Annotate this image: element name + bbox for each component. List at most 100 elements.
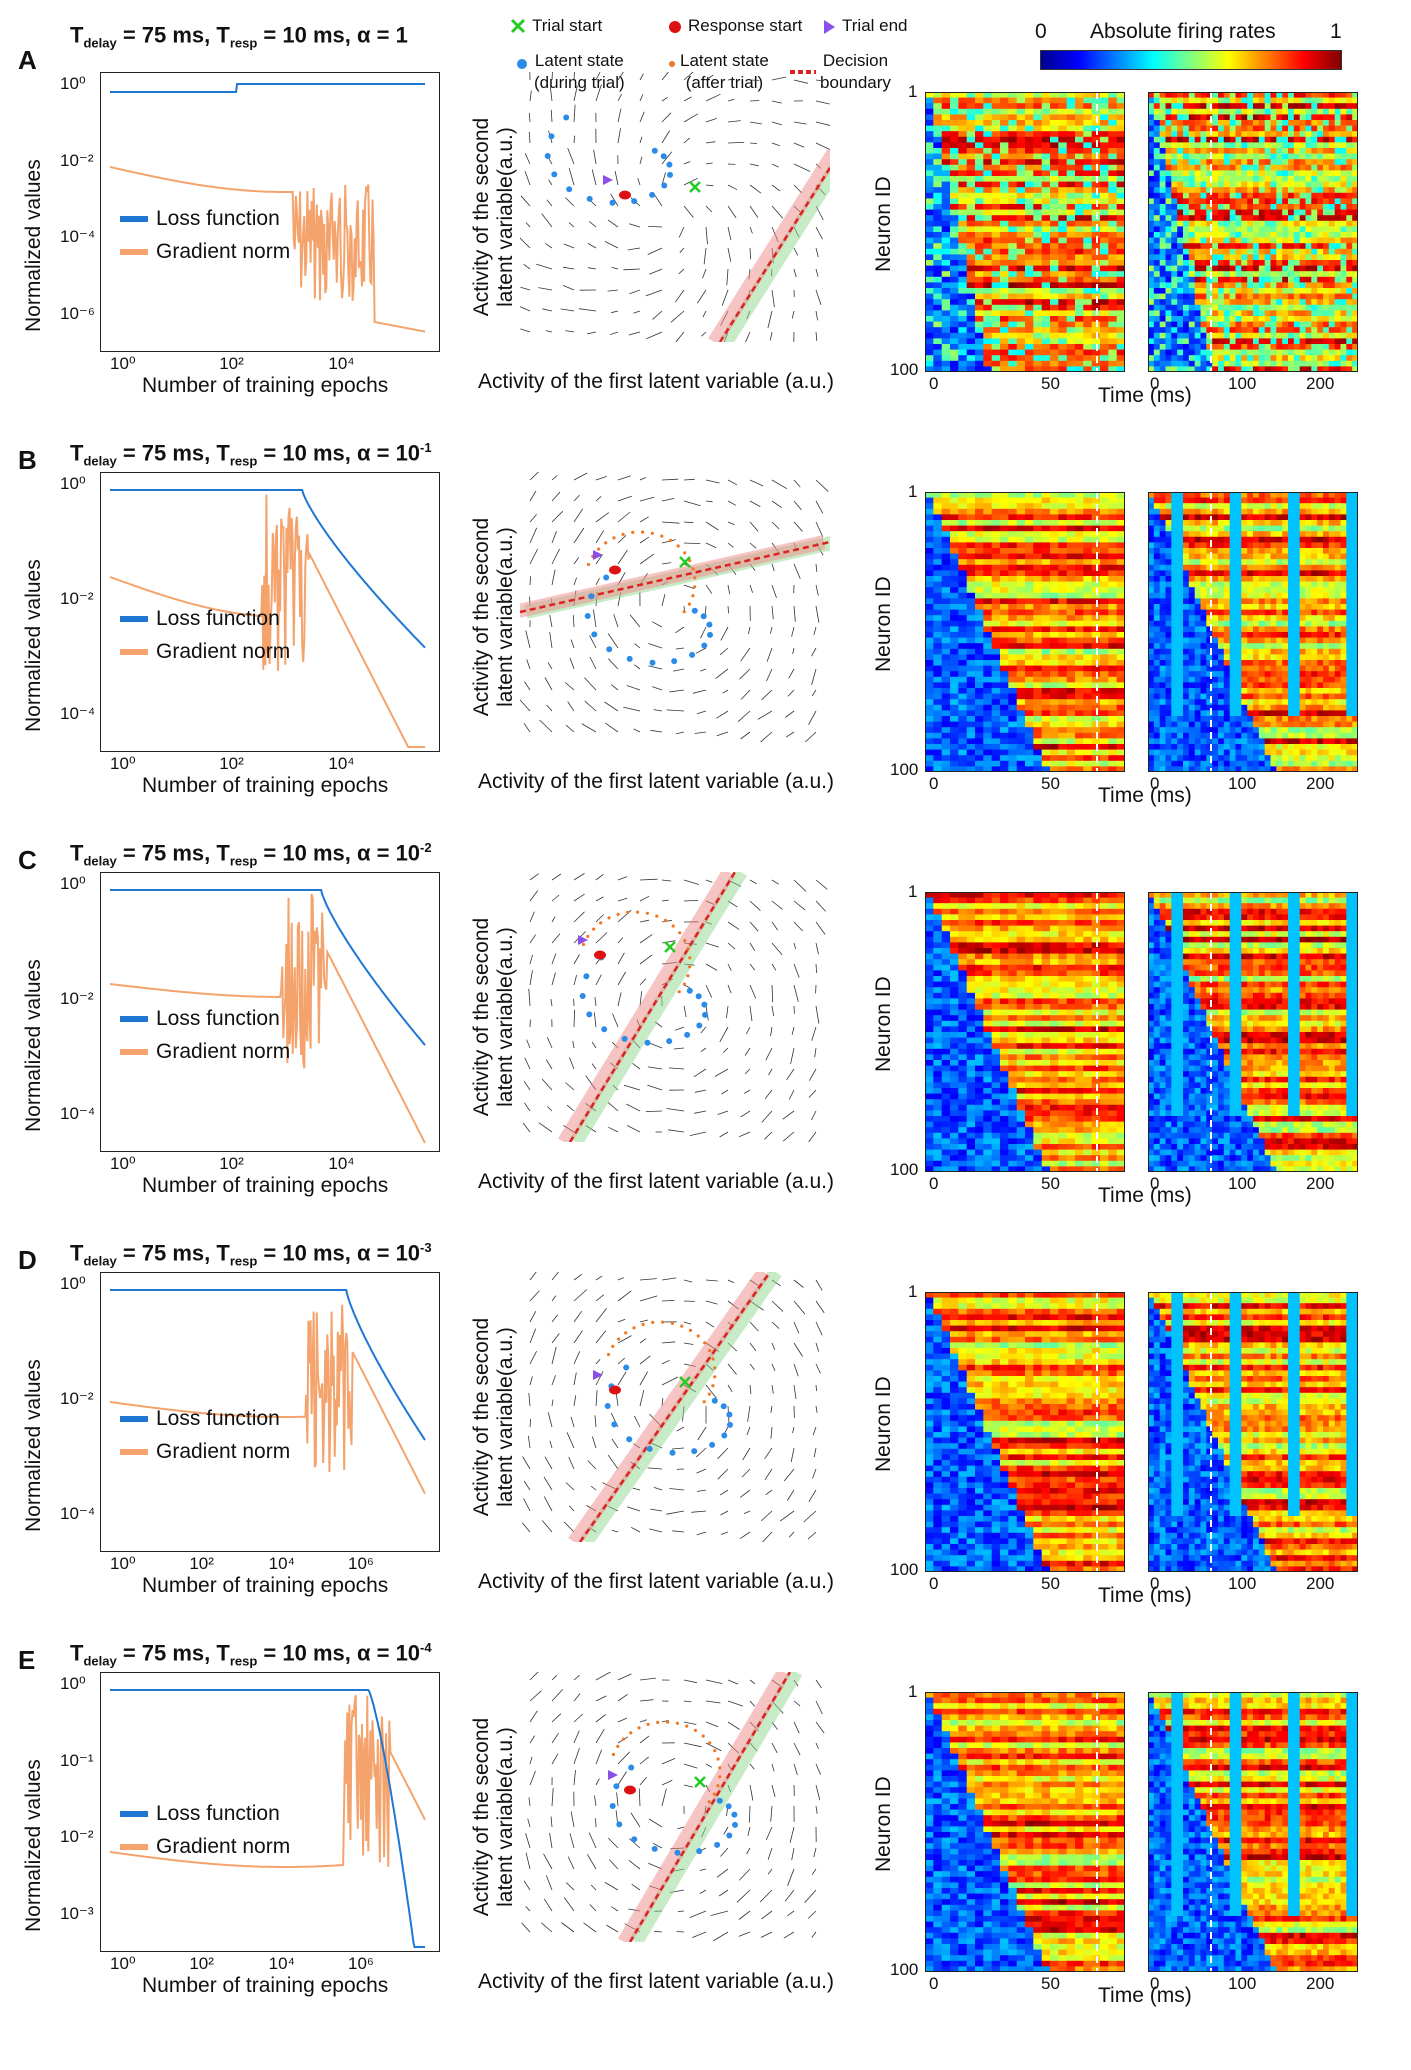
heatmap-cell: [1165, 159, 1172, 166]
heatmap-cell: [1188, 204, 1196, 211]
heatmap-cell: [1352, 226, 1358, 233]
heatmap-cell: [1218, 525, 1225, 532]
heatmap-cell: [1008, 716, 1018, 723]
heatmap-cell: [1264, 310, 1272, 317]
heatmap-cell: [1075, 232, 1084, 239]
heatmap-cell: [991, 215, 1001, 222]
heatmap-cell: [1241, 492, 1248, 499]
heatmap-cell: [1200, 344, 1207, 351]
heatmap-cell: [1050, 682, 1059, 689]
heatmap-cell: [983, 92, 993, 99]
heatmap-cell: [991, 503, 1001, 510]
heatmap-cell: [1229, 508, 1237, 515]
heatmap-cell: [991, 248, 1001, 255]
heatmap-cell: [1288, 187, 1295, 194]
heatmap-cell: [975, 293, 984, 300]
heatmap-cell: [1008, 304, 1018, 311]
heatmap-cell: [1033, 716, 1043, 723]
heatmap-cell: [1100, 360, 1109, 367]
heatmap-cell: [991, 97, 1001, 104]
heatmap-cell: [1008, 198, 1018, 205]
heatmap-cell: [1050, 531, 1059, 538]
heatmap-cell: [1282, 181, 1289, 188]
heatmap-cell: [1340, 276, 1347, 283]
vector-field-arrow: [524, 171, 531, 186]
heatmap-cell: [1041, 492, 1051, 499]
vector-field-arrow: [771, 584, 777, 599]
heatmap-cell: [1293, 316, 1301, 323]
phase-portrait: [520, 472, 830, 742]
heatmap-cell: [1008, 136, 1018, 143]
heatmap-cell: [1108, 755, 1118, 762]
heatmap-cell: [1212, 520, 1219, 527]
heatmap-cell: [1171, 327, 1178, 334]
heatmap-cell: [1328, 288, 1336, 295]
heatmap-cell: [1282, 232, 1289, 239]
heatmap-cell: [1317, 164, 1324, 171]
heatmap-cell: [991, 727, 1001, 734]
heatmap-cell: [1334, 159, 1342, 166]
heatmap-cell: [925, 344, 934, 351]
heatmap-cell: [1317, 215, 1324, 222]
heatmap-cell: [1264, 288, 1272, 295]
heatmap-cell: [1000, 620, 1009, 627]
heatmap-cell: [1000, 660, 1009, 667]
heatmap-cell: [983, 693, 993, 700]
heatmap-cell: [1159, 153, 1167, 160]
heatmap-cell: [1000, 548, 1009, 555]
heatmap-cell: [1000, 492, 1009, 499]
heatmap-cell: [1000, 508, 1009, 515]
title-sub-resp: resp: [229, 453, 258, 469]
heatmap-cell: [1000, 170, 1009, 177]
heatmap-cell: [1066, 316, 1076, 323]
heatmap-cell: [933, 542, 943, 549]
heatmap-cell: [1100, 321, 1109, 328]
heatmap-cell: [1334, 220, 1342, 227]
heatmap-cell: [1025, 355, 1034, 362]
heatmap-cell: [1165, 164, 1172, 171]
heatmap-cell: [1352, 310, 1358, 317]
heatmap-cell: [1159, 355, 1167, 362]
heatmap-cell: [1229, 344, 1237, 351]
heatmap-cell: [1016, 92, 1026, 99]
heatmap-cell: [1016, 542, 1026, 549]
heatmap-cell: [1323, 525, 1330, 532]
heatmap-cell: [1317, 97, 1324, 104]
heatmap-cell: [1008, 288, 1018, 295]
heatmap-cell: [1041, 514, 1051, 521]
heatmap-cell: [1293, 355, 1301, 362]
heatmap-cell: [991, 332, 1001, 339]
heatmap-cell: [1264, 316, 1272, 323]
heatmap-cell: [1033, 665, 1043, 672]
heatmap-cell: [983, 243, 993, 250]
heatmap-cell: [991, 125, 1001, 132]
heatmap-cell: [1050, 654, 1059, 661]
heatmap-cell: [1066, 520, 1076, 527]
heatmap-cell: [1000, 643, 1009, 650]
heatmap-cell: [1241, 131, 1248, 138]
heatmap-cell: [975, 187, 984, 194]
heatmap-cell: [1328, 192, 1336, 199]
vector-field-arrow: [695, 647, 707, 654]
heatmap-cell: [1270, 349, 1277, 356]
heatmap-cell: [1293, 360, 1301, 367]
heatmap-cell: [1159, 248, 1167, 255]
heatmap-cell: [925, 226, 934, 233]
heatmap-cell: [941, 243, 951, 250]
heatmap-cell: [1066, 559, 1076, 566]
vector-field-arrow: [793, 142, 805, 148]
heatmap-cell: [1299, 187, 1307, 194]
heatmap-cell: [1108, 355, 1118, 362]
heatmap-cell: [1218, 142, 1225, 149]
heatmap-cell: [1317, 497, 1324, 504]
heatmap-cell: [1083, 220, 1093, 227]
heatmap-cell: [1066, 360, 1076, 367]
heatmap-cell: [1346, 282, 1353, 289]
heatmap-cell: [1288, 209, 1295, 216]
heatmap-cell: [1100, 125, 1109, 132]
heatmap-cell: [1241, 153, 1248, 160]
heatmap-cell: [1165, 243, 1172, 250]
heatmap-cell: [1346, 265, 1353, 272]
vector-field-arrow: [815, 605, 820, 623]
heatmap-cell: [1016, 176, 1026, 183]
